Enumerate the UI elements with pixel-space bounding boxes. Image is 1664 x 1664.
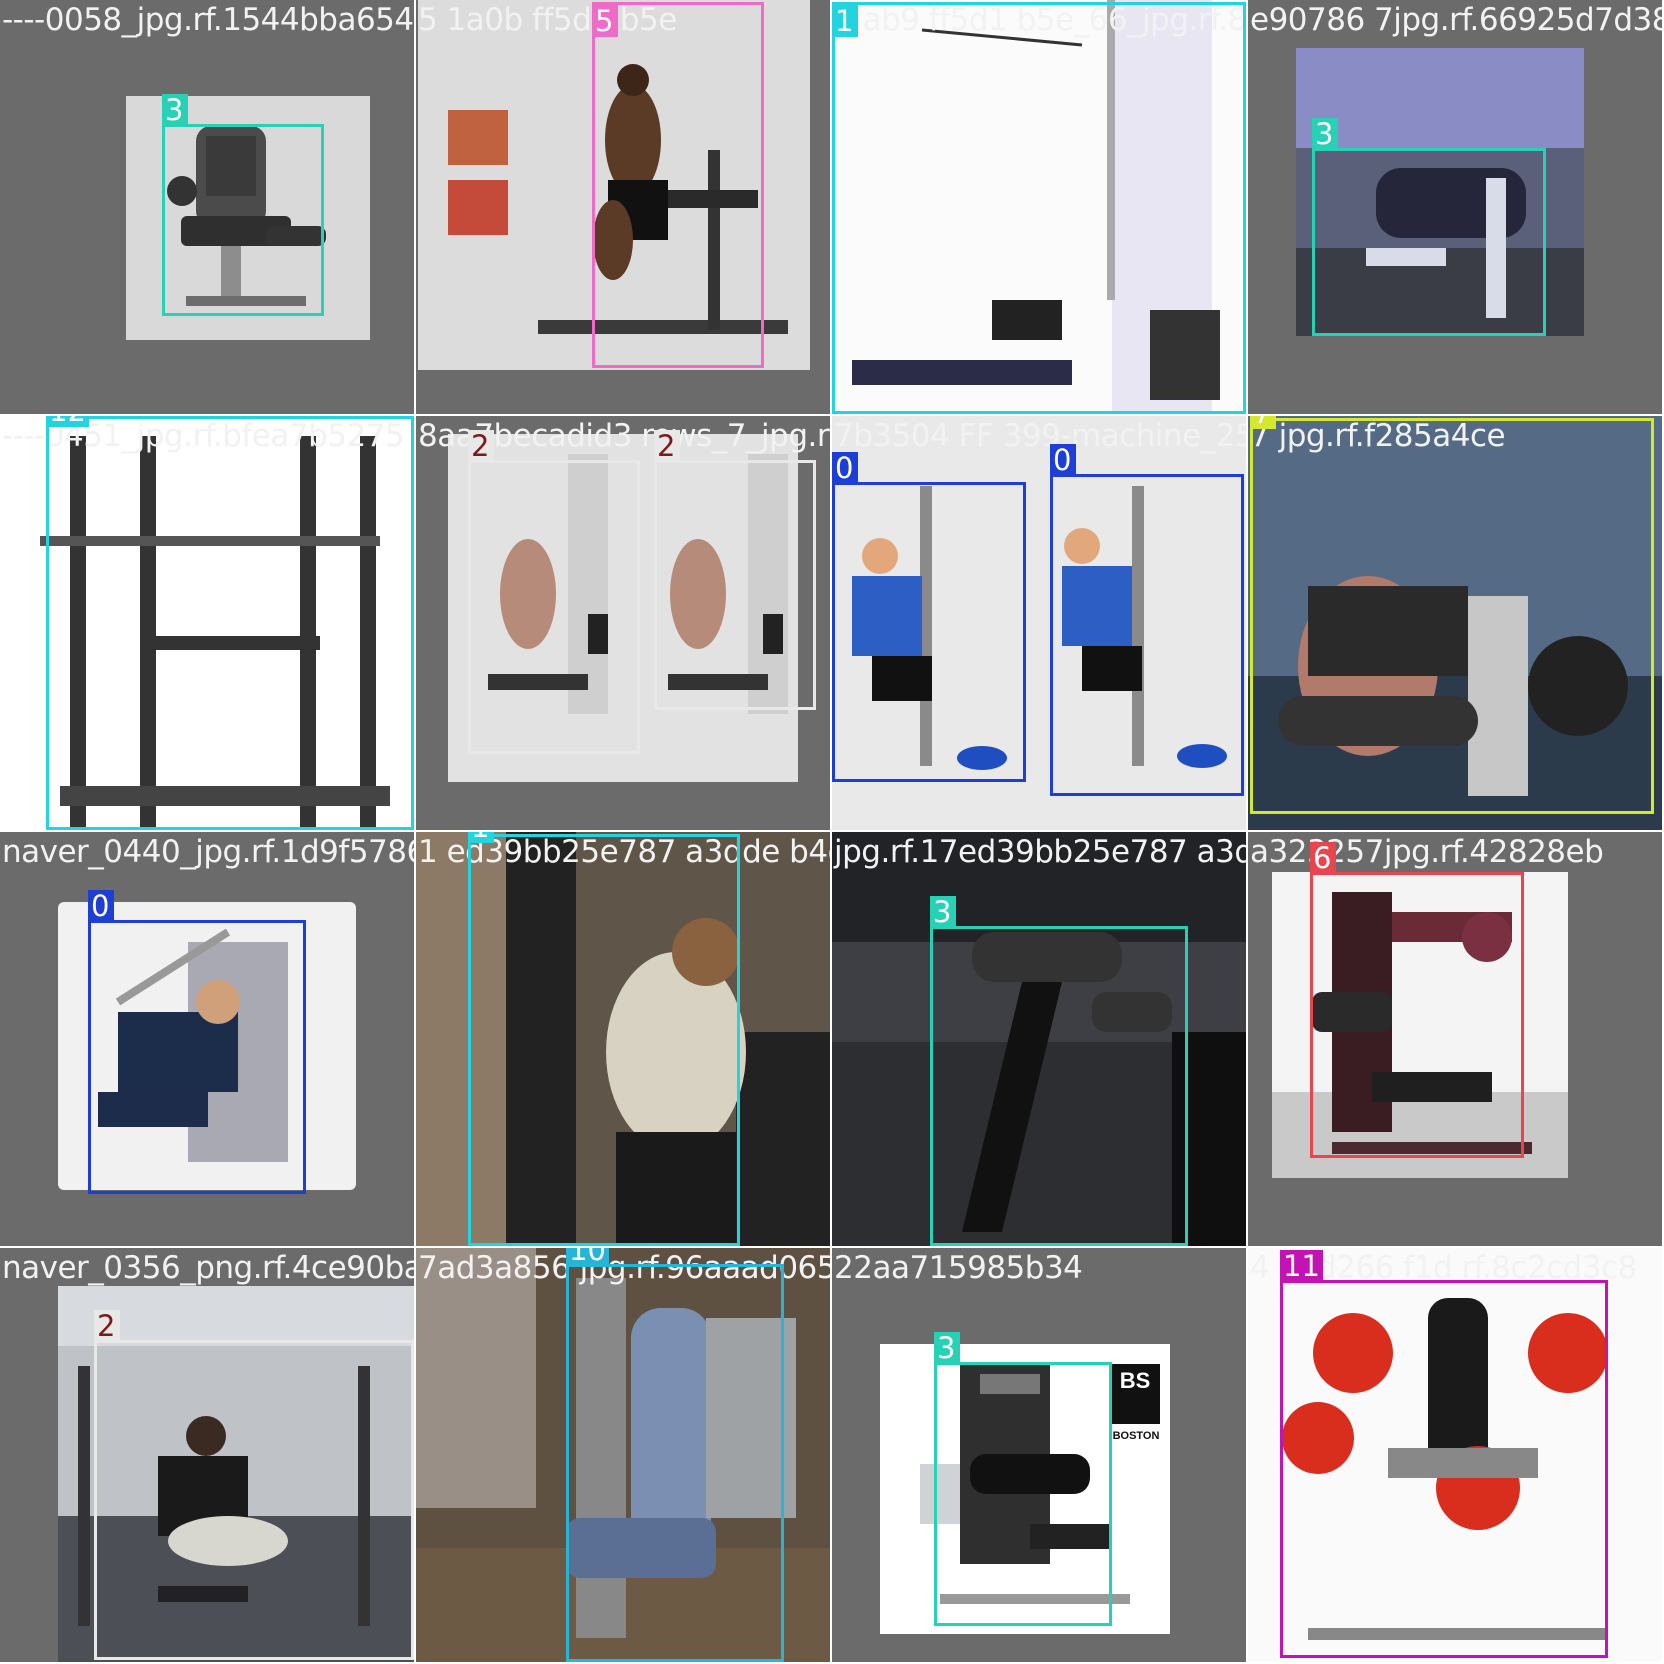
boston-logo-subtext: BOSTON xyxy=(1112,1430,1160,1442)
photo-lat-pulldown xyxy=(832,0,1246,414)
class-label: 2 xyxy=(654,430,680,462)
photo-lat-pulldown-woman xyxy=(416,832,830,1246)
class-label: 6 xyxy=(1310,842,1336,874)
tile-9: naver_0440_jpg.rf.1d9f5786ca9fb5f0630930… xyxy=(0,832,414,1246)
photo-pec-deck xyxy=(58,902,356,1190)
tile-3: 1 ab9 ff5d1 b5e_66_jpg.rf.87e 1 xyxy=(832,0,1246,414)
bounding-box: 10 xyxy=(566,1248,784,1662)
bounding-box: 12 xyxy=(46,416,414,830)
filename-label: 22aa715985b34 xyxy=(834,1250,1083,1286)
tile-5: ----0451_jpg.rf.bfea7b5275 12 xyxy=(0,416,414,830)
bounding-box: 5 xyxy=(592,2,764,368)
class-label: 5 xyxy=(592,5,618,37)
tile-4: e90786 7jpg.rf.66925d7d38d7a16 3 xyxy=(1248,0,1662,414)
bounding-box: 3 xyxy=(934,1332,1112,1626)
class-label: 2 xyxy=(94,1310,120,1342)
bounding-box: 11 xyxy=(1280,1250,1608,1658)
tile-11: jpg.rf.17ed39bb25e787 a3dde b4dc0fef4658… xyxy=(832,832,1246,1246)
class-label: 12 xyxy=(46,416,89,427)
bounding-box: 0 xyxy=(1050,444,1244,796)
class-label: 7 xyxy=(1250,416,1276,429)
filename-label: naver_0356_png.rf.4ce90ba xyxy=(2,1250,414,1286)
tile-6: 8aa7becadid3 rows_7_jpg.rf. 2 2 xyxy=(416,416,830,830)
bounding-box: 0 xyxy=(88,890,306,1194)
photo-preacher-bench xyxy=(832,832,1246,1246)
photo-chest-press xyxy=(832,416,1246,830)
bounding-box: 7 xyxy=(1250,416,1654,814)
filename-label: ----0058_jpg.rf.1544bba6543819584 8c22f0… xyxy=(2,2,414,38)
tile-14: 7ad3a856 jpg.rf.96aaad06522457 jpg 10 xyxy=(416,1248,830,1662)
photo-leg-extension xyxy=(1248,416,1662,830)
photo-boston-curl: BS BOSTON xyxy=(880,1344,1170,1634)
class-label: 0 xyxy=(832,452,858,484)
class-label: 10 xyxy=(566,1248,609,1266)
bounding-box: 2 xyxy=(468,430,640,754)
class-label: 3 xyxy=(1312,118,1338,150)
class-label: 2 xyxy=(468,430,494,462)
tile-15: BS BOSTON 22aa715985b34 3 xyxy=(832,1248,1246,1662)
photo-biceps-machine xyxy=(1272,872,1568,1178)
bounding-box: 3 xyxy=(930,896,1188,1246)
photo-seated-row xyxy=(448,434,798,782)
class-label: 0 xyxy=(88,890,114,922)
tile-13: naver_0356_png.rf.4ce90ba 2 xyxy=(0,1248,414,1662)
photo-plate-loaded-press xyxy=(1248,1248,1662,1662)
bounding-box: 0 xyxy=(832,452,1026,782)
class-label: 3 xyxy=(934,1332,960,1364)
photo-curl-machine xyxy=(126,96,370,340)
filename-label: e90786 7jpg.rf.66925d7d38d7a16 xyxy=(1250,2,1662,38)
tile-7: 7b3504 FF 399-machine_25_jpg 0 0 xyxy=(832,416,1246,830)
filename-label: a323257jpg.rf.42828eb xyxy=(1250,834,1604,870)
bounding-box: 1 xyxy=(468,832,740,1246)
boston-logo: BS xyxy=(1119,1368,1151,1393)
bounding-box: 3 xyxy=(1312,118,1546,336)
tile-8: 7 jpg.rf.f285a4ce 7 xyxy=(1248,416,1662,830)
class-label: 1 xyxy=(468,832,494,843)
tile-16: 4 d4d266 f1d rf.8c2cd3c8 11 xyxy=(1248,1248,1662,1662)
bounding-box: 6 xyxy=(1310,842,1524,1158)
filename-label: naver_0440_jpg.rf.1d9f5786ca9fb5f0630930 xyxy=(2,834,414,870)
bounding-box: 1 xyxy=(832,2,1246,414)
tile-2: 5 1a0b ff5d1 b5e 5 xyxy=(416,0,830,414)
bounding-box: 2 xyxy=(654,430,816,710)
class-label: 0 xyxy=(1050,444,1076,476)
bounding-box: 2 xyxy=(94,1310,414,1660)
class-label: 1 xyxy=(832,5,858,37)
tile-1: ----0058_jpg.rf.1544bba6543819584 8c22f0… xyxy=(0,0,414,414)
class-label: 3 xyxy=(930,896,956,928)
bounding-box: 3 xyxy=(162,94,324,316)
photo-preacher-curl xyxy=(1296,48,1584,336)
tile-12: a323257jpg.rf.42828eb 6 xyxy=(1248,832,1662,1246)
class-label: 11 xyxy=(1280,1250,1323,1282)
photo-cable-crossover xyxy=(58,1286,414,1662)
photo-smith-rack xyxy=(0,416,414,830)
photo-dip-station xyxy=(418,0,810,370)
class-label: 3 xyxy=(162,94,188,126)
tile-10: 1 ed39bb25e787 a3dde b4dc0fef4658 1 xyxy=(416,832,830,1246)
